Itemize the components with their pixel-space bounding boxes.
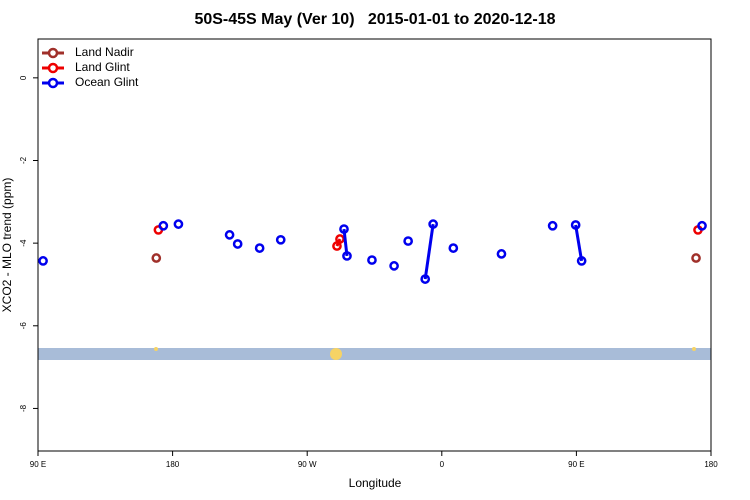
legend-marker <box>47 47 59 59</box>
x-tick-label: 90 E <box>568 460 584 469</box>
land-blob <box>154 347 158 351</box>
point <box>224 230 235 240</box>
legend-marker <box>47 77 59 89</box>
land-blob <box>330 348 342 360</box>
point <box>403 236 413 246</box>
point <box>335 234 345 244</box>
series-line <box>574 224 584 262</box>
point <box>275 234 286 245</box>
legend-label: Land Glint <box>75 60 130 74</box>
legend-label: Ocean Glint <box>75 75 139 89</box>
point <box>342 251 352 261</box>
y-tick-label: -2 <box>19 156 28 164</box>
point <box>570 220 581 230</box>
point <box>151 253 162 263</box>
x-tick-label: 180 <box>704 460 718 469</box>
y-tick-label: -4 <box>19 239 28 247</box>
series-line <box>423 223 435 280</box>
point <box>697 220 707 231</box>
legend-marker <box>47 62 59 74</box>
x-tick-label: 90 E <box>30 460 46 469</box>
x-axis-label: Longitude <box>349 476 402 490</box>
plot-frame <box>37 38 712 452</box>
point <box>367 255 377 265</box>
chart-title: 50S-45S May (Ver 10) 2015-01-01 to 2020-… <box>194 11 555 28</box>
legend-label: Land Nadir <box>75 45 134 59</box>
point <box>254 243 265 253</box>
point <box>547 220 558 231</box>
point <box>173 219 184 229</box>
x-tick-label: 90 W <box>298 460 317 469</box>
x-tick-label: 180 <box>166 460 180 469</box>
land-blob <box>692 347 696 351</box>
y-axis-label: XCO2 - MLO trend (ppm) <box>0 178 14 313</box>
point <box>420 274 431 284</box>
point <box>232 239 243 249</box>
point <box>389 261 399 271</box>
y-tick-label: -6 <box>19 322 28 330</box>
point <box>339 224 349 234</box>
point <box>691 253 701 263</box>
map-strip <box>38 348 711 360</box>
point <box>496 249 507 259</box>
point <box>576 256 587 266</box>
point <box>38 256 48 266</box>
point <box>448 243 459 253</box>
y-tick-label: 0 <box>19 75 28 80</box>
y-tick-label: -8 <box>19 404 28 412</box>
point <box>158 220 169 231</box>
x-tick-label: 0 <box>440 460 445 469</box>
point <box>428 219 438 229</box>
